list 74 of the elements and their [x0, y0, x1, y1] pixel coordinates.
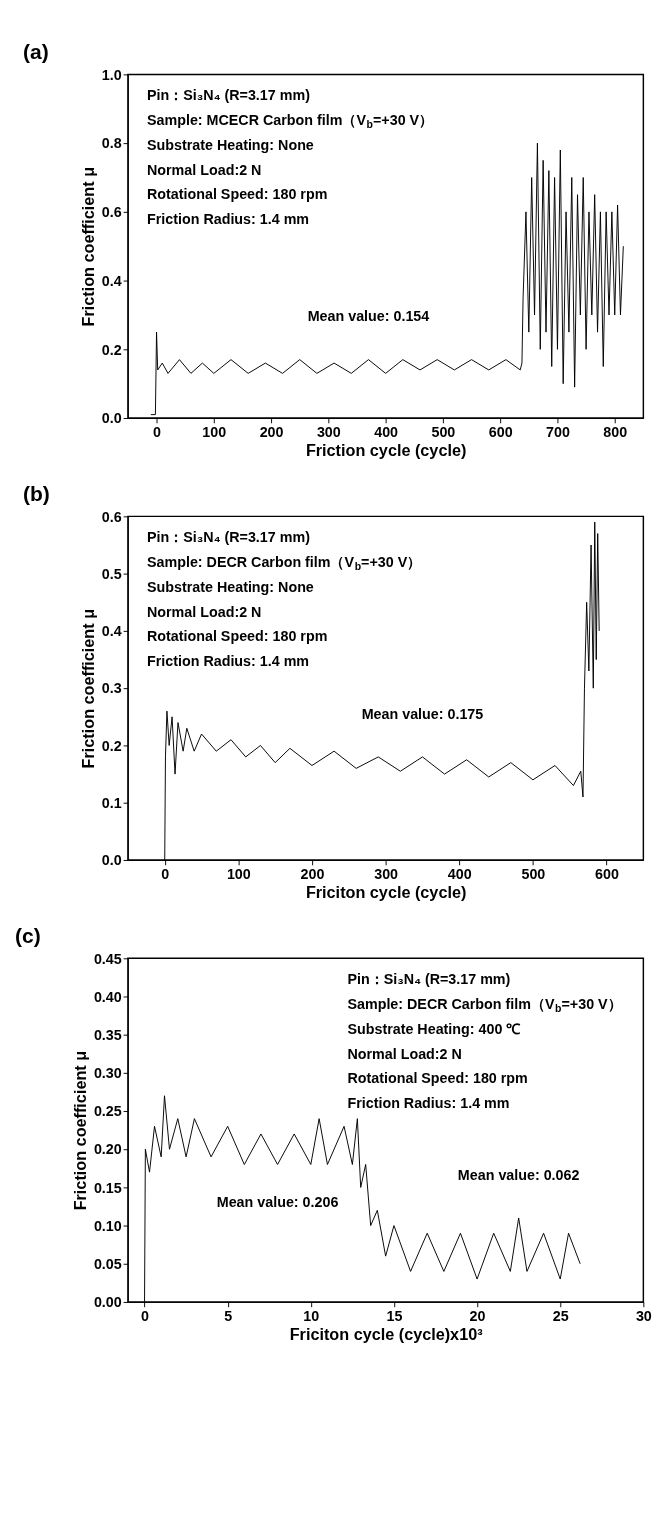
x-tick-label: 400 [374, 423, 399, 440]
y-tick-label: 0.1 [101, 794, 122, 811]
chart-title: (c) [15, 924, 41, 948]
annotation: Substrate Heating: None [147, 578, 314, 595]
x-tick-label: 100 [226, 865, 251, 882]
annotation: Mean value: 0.154 [307, 308, 430, 325]
annotation: Friction Radius: 1.4 mm [147, 211, 310, 228]
x-tick-label: 0 [141, 1307, 150, 1324]
y-tick-label: 0.6 [101, 204, 122, 221]
y-tick-label: 0.4 [101, 623, 122, 640]
chart-title: (a) [23, 40, 49, 64]
x-tick-label: 300 [316, 423, 341, 440]
annotation: Friction Radius: 1.4 mm [147, 653, 310, 670]
x-tick-label: 10 [303, 1307, 320, 1324]
y-axis-title: Friction coefficient μ [79, 608, 98, 769]
x-axis-title: Friction cycle (cycle) [305, 440, 467, 459]
x-tick-label: 0 [161, 865, 170, 882]
y-tick-label: 0.2 [101, 737, 122, 754]
y-tick-label: 0.6 [101, 508, 122, 525]
y-tick-label: 0.10 [93, 1217, 122, 1234]
x-tick-label: 600 [595, 865, 619, 882]
y-tick-label: 0.3 [101, 680, 122, 697]
y-tick-label: 1.0 [101, 66, 122, 83]
annotation: Normal Load:2 N [347, 1045, 462, 1062]
x-tick-label: 0 [153, 423, 162, 440]
x-tick-label: 300 [374, 865, 399, 882]
x-tick-label: 200 [300, 865, 325, 882]
x-tick-label: 700 [546, 423, 570, 440]
y-tick-label: 0.5 [101, 565, 122, 582]
y-tick-label: 0.2 [101, 341, 122, 358]
annotation: Pin：Si₃N₄ (R=3.17 mm) [147, 87, 311, 104]
x-tick-label: 20 [469, 1307, 486, 1324]
y-tick-label: 0.00 [93, 1294, 122, 1311]
x-tick-label: 500 [431, 423, 456, 440]
x-tick-label: 30 [635, 1307, 652, 1324]
y-tick-label: 0.0 [101, 410, 122, 427]
y-tick-label: 0.15 [93, 1179, 122, 1196]
annotation: Normal Load:2 N [147, 603, 262, 620]
y-tick-label: 0.4 [101, 272, 122, 289]
x-tick-label: 25 [552, 1307, 569, 1324]
annotation: Pin：Si₃N₄ (R=3.17 mm) [147, 529, 311, 546]
annotation: Pin：Si₃N₄ (R=3.17 mm) [347, 971, 511, 988]
y-tick-label: 0.45 [93, 950, 122, 967]
annotation: Mean value: 0.062 [457, 1166, 580, 1183]
annotation: Normal Load:2 N [147, 161, 262, 178]
annotation: Rotational Speed: 180 rpm [347, 1070, 528, 1087]
y-tick-label: 0.8 [101, 135, 122, 152]
y-axis-title: Friction coefficient μ [71, 1050, 90, 1211]
y-tick-label: 0.40 [93, 988, 122, 1005]
x-tick-label: 800 [603, 423, 628, 440]
y-tick-label: 0.30 [93, 1065, 122, 1082]
x-tick-label: 15 [386, 1307, 403, 1324]
chart-title: (b) [23, 482, 50, 506]
x-tick-label: 400 [447, 865, 472, 882]
x-tick-label: 500 [521, 865, 546, 882]
annotation: Mean value: 0.175 [361, 705, 484, 722]
y-tick-label: 0.25 [93, 1103, 122, 1120]
y-tick-label: 0.35 [93, 1026, 122, 1043]
x-tick-label: 5 [224, 1307, 233, 1324]
annotation: Substrate Heating: 400 ℃ [347, 1020, 522, 1037]
y-tick-label: 0.05 [93, 1256, 122, 1273]
x-tick-label: 600 [488, 423, 513, 440]
x-axis-title: Friciton cycle (cycle) [305, 882, 467, 901]
annotation: Substrate Heating: None [147, 136, 314, 153]
y-tick-label: 0.0 [101, 852, 122, 869]
x-axis-title: Friciton cycle (cycle)x10³ [289, 1324, 484, 1343]
y-axis-title: Friction coefficient μ [79, 166, 98, 327]
annotation: Mean value: 0.206 [216, 1194, 339, 1211]
x-tick-label: 100 [202, 423, 227, 440]
annotation: Rotational Speed: 180 rpm [147, 628, 328, 645]
annotation: Friction Radius: 1.4 mm [347, 1095, 510, 1112]
x-tick-label: 200 [259, 423, 284, 440]
annotation: Rotational Speed: 180 rpm [147, 186, 328, 203]
y-tick-label: 0.20 [93, 1141, 122, 1158]
